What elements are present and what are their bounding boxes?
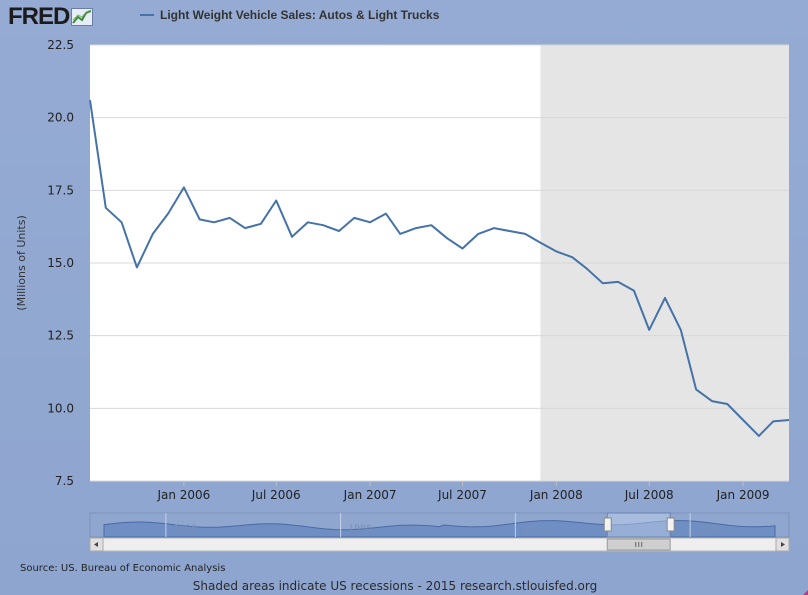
x-tick-label: Jul 2008 bbox=[624, 488, 674, 502]
navigator-label: 2000 bbox=[523, 524, 546, 534]
y-axis-title: (Millions of Units) bbox=[15, 215, 28, 310]
x-tick-label: Jan 2006 bbox=[156, 488, 210, 502]
source-label: Source: US. Bureau of Economic Analysis bbox=[20, 563, 226, 574]
navigator-handle[interactable] bbox=[666, 517, 675, 532]
chevron-left-icon bbox=[94, 542, 98, 547]
x-tick-label: Jul 2007 bbox=[437, 488, 487, 502]
y-tick-label: 22.5 bbox=[47, 38, 74, 52]
scrollbar-track[interactable] bbox=[89, 537, 790, 552]
resize-corner bbox=[803, 590, 808, 595]
series-line bbox=[89, 100, 790, 437]
navigator-label: 2010 bbox=[698, 524, 721, 534]
x-tick-label: Jan 2007 bbox=[343, 488, 397, 502]
fred-logo[interactable]: FRED bbox=[8, 3, 94, 30]
legend-swatch bbox=[140, 14, 154, 16]
y-tick-label: 7.5 bbox=[55, 474, 74, 488]
y-tick-label: 17.5 bbox=[47, 183, 74, 197]
y-tick-label: 15.0 bbox=[47, 256, 74, 270]
x-tick-label: Jan 2009 bbox=[716, 488, 770, 502]
y-tick-label: 20.0 bbox=[47, 111, 74, 125]
legend-series-label: Light Weight Vehicle Sales: Autos & Ligh… bbox=[160, 8, 440, 22]
line-chart-icon bbox=[71, 8, 94, 26]
footer-note[interactable]: Shaded areas indicate US recessions - 20… bbox=[192, 579, 598, 593]
navigator-label: 1988 bbox=[174, 524, 197, 534]
navigator-handle[interactable] bbox=[603, 517, 612, 532]
navigator-window bbox=[606, 512, 671, 538]
y-tick-label: 10.0 bbox=[47, 401, 74, 415]
x-tick-label: Jan 2008 bbox=[529, 488, 583, 502]
navigator-label: 1998 bbox=[349, 524, 372, 534]
chevron-right-icon bbox=[781, 542, 785, 547]
y-tick-label: 12.5 bbox=[47, 329, 74, 343]
chart-legend[interactable]: Light Weight Vehicle Sales: Autos & Ligh… bbox=[140, 8, 439, 22]
fred-logo-text: FRED bbox=[8, 3, 70, 30]
x-tick-label: Jul 2006 bbox=[251, 488, 301, 502]
